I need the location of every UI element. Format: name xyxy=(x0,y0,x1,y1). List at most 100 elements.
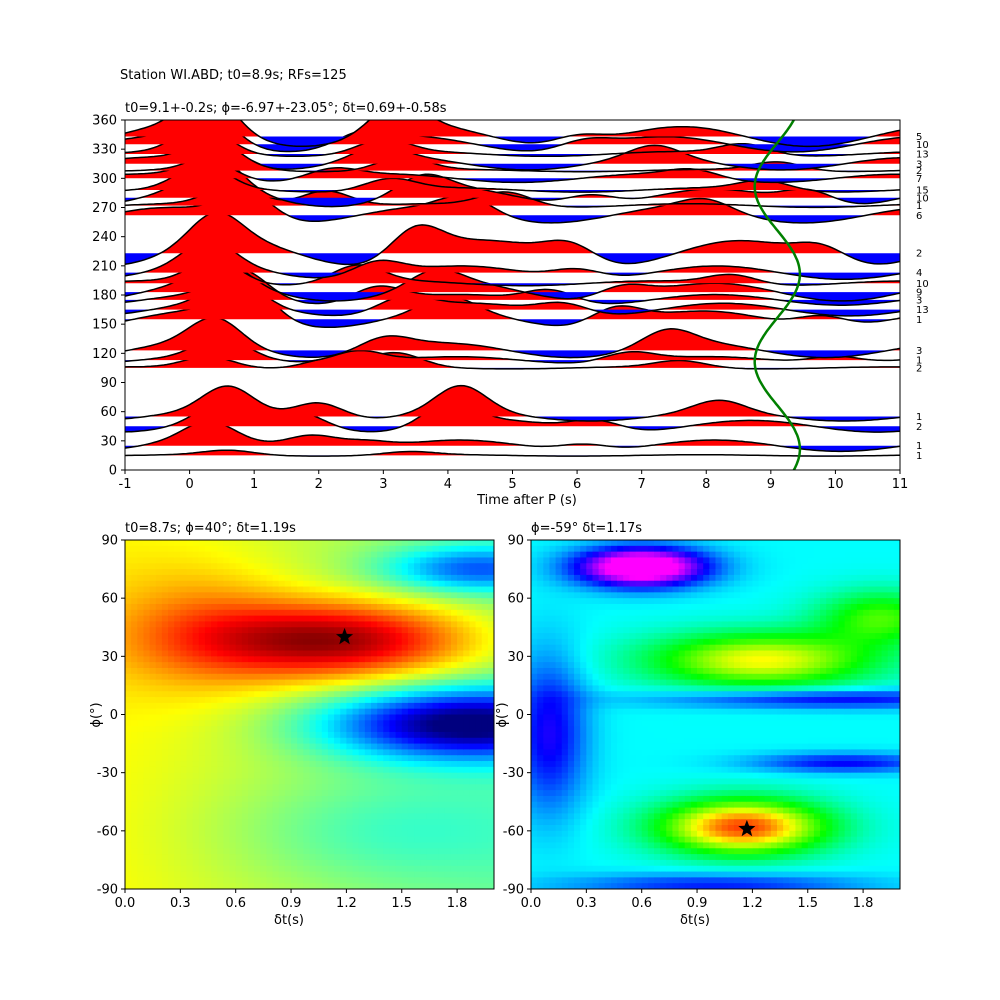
heatmap-cell xyxy=(125,697,132,704)
heatmap-cell xyxy=(580,761,587,768)
heatmap-cell xyxy=(198,586,206,593)
heatmap-cell xyxy=(371,749,378,756)
heatmap-cell xyxy=(641,650,649,657)
heatmap-cell xyxy=(137,842,145,849)
heatmap-cell xyxy=(303,877,311,884)
heatmap-cell xyxy=(543,772,551,780)
heatmap-cell xyxy=(137,638,145,646)
heatmap-cell xyxy=(204,592,212,599)
trace-count-label: 1 xyxy=(916,451,922,462)
heatmap-cell xyxy=(617,592,624,599)
energy-right-title: ϕ=-59° δt=1.17s xyxy=(531,521,642,536)
heatmap-cell xyxy=(426,830,434,838)
heatmap-cell xyxy=(260,545,268,553)
heatmap-cell xyxy=(531,819,538,826)
heatmap-cell xyxy=(180,836,188,844)
heatmap-cell xyxy=(235,540,243,547)
heatmap-cell xyxy=(272,633,280,640)
heatmap-cell xyxy=(149,877,157,884)
heatmap-cell xyxy=(223,592,231,599)
heatmap-cell xyxy=(217,825,224,832)
heatmap-cell xyxy=(352,615,360,623)
heatmap-cell xyxy=(303,807,311,814)
heatmap-cell xyxy=(161,854,169,861)
heatmap-cell xyxy=(438,714,446,721)
heatmap-cell xyxy=(131,836,138,844)
heatmap-cell xyxy=(260,865,268,873)
heatmap-cell xyxy=(432,702,440,710)
heatmap-cell xyxy=(297,557,304,564)
heatmap-cell xyxy=(346,854,354,861)
heatmap-cell xyxy=(186,615,194,623)
heatmap-cell xyxy=(204,859,212,867)
heatmap-cell xyxy=(475,766,483,774)
heatmap-cell xyxy=(223,790,231,797)
heatmap-cell xyxy=(278,801,286,809)
heatmap-cell xyxy=(137,563,145,570)
heatmap-cell xyxy=(161,784,169,791)
heatmap-cell xyxy=(198,755,206,762)
heatmap-cell xyxy=(235,883,243,889)
heatmap-cell xyxy=(469,702,477,710)
heatmap-cell xyxy=(537,598,544,605)
heatmap-cell xyxy=(586,749,594,756)
heatmap-cell xyxy=(543,865,551,873)
heatmap-cell xyxy=(248,813,255,820)
heatmap-cell xyxy=(284,656,292,663)
energy-grid-right-panel: ϕ=-59° δt=1.17s 0.0 0.3 0.6 0.9 1.2 1.5 1.8 -9… xyxy=(495,521,901,928)
heatmap-cell xyxy=(315,545,323,553)
heatmap-cell xyxy=(567,714,575,721)
heatmap-cell xyxy=(346,627,354,634)
heatmap-cell xyxy=(131,633,138,640)
heatmap-cell xyxy=(623,743,630,750)
heatmap-cell xyxy=(383,737,391,745)
heatmap-cell xyxy=(266,859,274,867)
heatmap-cell xyxy=(395,557,403,564)
heatmap-cell xyxy=(161,656,169,663)
heatmap-cell xyxy=(475,609,483,617)
heatmap-cell xyxy=(180,743,188,750)
heatmap-cell xyxy=(555,557,563,564)
heatmap-cell xyxy=(321,598,329,605)
heatmap-cell xyxy=(217,761,224,768)
heatmap-cell xyxy=(137,836,145,844)
heatmap-cell xyxy=(549,650,557,657)
heatmap-cell xyxy=(352,679,360,687)
heatmap-cell xyxy=(352,743,360,750)
heatmap-cell xyxy=(235,708,243,716)
heatmap-cell xyxy=(254,714,261,721)
heatmap-cell xyxy=(180,569,188,576)
heatmap-cell xyxy=(284,691,292,698)
heatmap-cell xyxy=(340,790,347,797)
heatmap-cell xyxy=(475,615,483,623)
heatmap-cell xyxy=(241,819,249,826)
heatmap-cell xyxy=(334,871,341,878)
heatmap-cell xyxy=(352,842,360,849)
heatmap-cell xyxy=(426,563,434,570)
heatmap-cell xyxy=(414,708,421,716)
heatmap-cell xyxy=(574,708,581,716)
heatmap-cell xyxy=(629,807,637,814)
heatmap-cell xyxy=(211,702,218,710)
heatmap-cell xyxy=(414,563,421,570)
heatmap-cell xyxy=(401,557,409,564)
heatmap-cell xyxy=(598,615,606,623)
heatmap-cell xyxy=(371,795,378,803)
heatmap-cell xyxy=(297,825,304,832)
heatmap-cell xyxy=(168,586,175,593)
heatmap-cell xyxy=(592,551,600,559)
heatmap-cell xyxy=(623,545,630,553)
heatmap-cell xyxy=(346,551,354,559)
heatmap-cell xyxy=(549,865,557,873)
heatmap-cell xyxy=(161,807,169,814)
heatmap-cell xyxy=(623,784,630,791)
heatmap-cell xyxy=(254,667,261,675)
heatmap-cell xyxy=(260,784,268,791)
heatmap-cell xyxy=(186,825,194,832)
heatmap-cell xyxy=(555,877,563,884)
heatmap-cell xyxy=(204,603,212,611)
heatmap-cell xyxy=(561,859,569,867)
heatmap-cell xyxy=(407,656,415,663)
heatmap-cell xyxy=(241,627,249,634)
heatmap-cell xyxy=(383,691,391,698)
